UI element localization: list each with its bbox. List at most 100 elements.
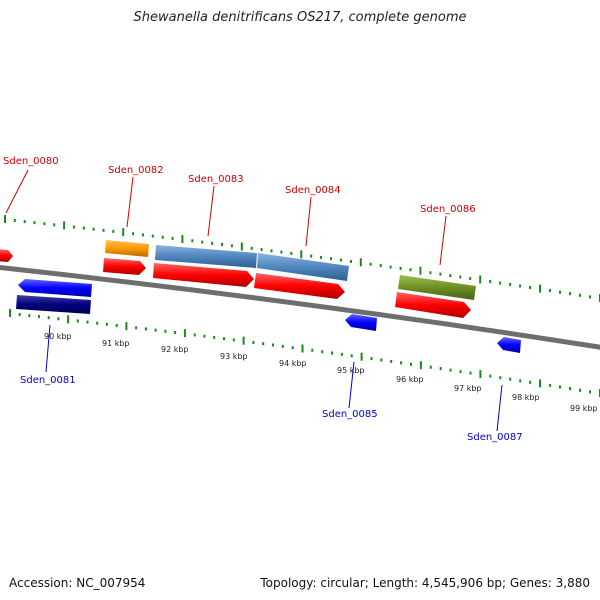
scale-tick-minor [549, 384, 552, 387]
scale-tick-minor [569, 387, 571, 391]
leader-line [126, 176, 134, 228]
gene-label-sden-0087[interactable]: Sden_0087 [467, 432, 523, 443]
scale-tick-minor [105, 322, 108, 326]
scale-tick-major [242, 336, 245, 345]
scale-tick-major [300, 250, 303, 259]
scale-tick-minor [449, 368, 452, 372]
scale-tick-minor [559, 290, 561, 294]
scale-label: 93 kbp [220, 352, 248, 361]
scale-tick-minor [339, 258, 342, 262]
gene-feature-sden-0083[interactable] [155, 245, 257, 268]
reverse-labels: Sden_0081 Sden_0085 Sden_0087 [20, 324, 523, 443]
scale-tick-minor [549, 289, 551, 293]
scale-tick-minor [135, 326, 138, 330]
scale-tick-minor [499, 376, 502, 380]
scale-tick-minor [86, 320, 89, 324]
gene-label-sden-0084[interactable]: Sden_0084 [285, 185, 341, 196]
scale-tick-minor [96, 321, 99, 325]
scale-tick-minor [47, 316, 50, 320]
scale-tick-minor [409, 268, 412, 272]
scale-tick-minor [112, 229, 115, 233]
scale-tick-minor [469, 371, 472, 375]
scale-tick-minor [232, 338, 235, 342]
forward-features [0, 240, 476, 318]
scale-tick-minor [154, 328, 157, 332]
scale-tick-minor [164, 329, 167, 333]
scale-tick-minor [174, 331, 177, 334]
gene-arrow-sden-0087[interactable] [497, 337, 521, 353]
scale-label: 97 kbp [454, 384, 482, 393]
scale-tick-minor [43, 222, 46, 226]
gene-feature-sden-0081[interactable] [16, 295, 91, 314]
scale-tick-minor [53, 223, 56, 227]
scale-tick-minor [270, 249, 273, 253]
gene-arrow-sden-0085[interactable] [345, 314, 377, 331]
scale-tick-minor [459, 275, 462, 279]
scale-tick-minor [589, 390, 591, 394]
scale-tick-minor [272, 343, 274, 347]
scale-labels: 90 kbp 91 kbp 92 kbp 93 kbp 94 kbp 95 kb… [44, 332, 598, 413]
map-title: Shewanella denitrificans OS217, complete… [133, 10, 467, 25]
scale-tick-minor [569, 292, 571, 296]
gene-arrow-sden-0080[interactable] [0, 249, 13, 262]
scale-label: 95 kbp [337, 366, 365, 375]
cds-arrow-sden-0082[interactable] [103, 258, 146, 275]
cds-arrow-sden-0086[interactable] [395, 292, 471, 318]
scale-tick-major [360, 352, 363, 361]
scale-tick-minor [281, 344, 284, 348]
scale-tick-major [183, 329, 186, 338]
gene-label-sden-0085[interactable]: Sden_0085 [322, 409, 378, 420]
scale-tick-major [63, 221, 66, 230]
leader-line [439, 215, 447, 266]
scale-tick-minor [211, 241, 214, 245]
gene-feature-sden-0082[interactable] [105, 240, 149, 257]
scale-tick-minor [28, 314, 31, 318]
scale-tick-minor [311, 348, 314, 352]
cds-arrow-sden-0084[interactable] [254, 273, 345, 299]
scale-tick-minor [252, 341, 255, 344]
scale-tick-minor [291, 346, 294, 350]
scale-tick-major [479, 370, 482, 379]
scale-tick-minor [559, 385, 561, 389]
scale-tick-minor [380, 358, 383, 362]
scale-tick-minor [529, 380, 532, 384]
scale-tick-minor [350, 354, 353, 358]
scale-label: 92 kbp [161, 345, 189, 354]
scale-tick-minor [230, 244, 233, 248]
scale-tick-minor [509, 283, 512, 286]
gene-label-sden-0083[interactable]: Sden_0083 [188, 174, 244, 185]
scale-tick-minor [310, 254, 313, 258]
scale-tick-minor [171, 236, 174, 240]
scale-tick-major [419, 361, 422, 370]
gene-label-sden-0080[interactable]: Sden_0080 [3, 156, 59, 167]
gene-label-sden-0081[interactable]: Sden_0081 [20, 375, 76, 386]
scale-tick-minor [321, 350, 324, 354]
gene-feature-sden-0084[interactable] [257, 253, 349, 281]
leader-line [305, 196, 312, 247]
gene-arrow-sden-0081[interactable] [18, 279, 92, 297]
scale-tick-minor [370, 357, 373, 361]
scale-tick-minor [141, 233, 144, 237]
scale-label: 91 kbp [102, 339, 130, 348]
gene-label-sden-0082[interactable]: Sden_0082 [108, 165, 164, 176]
scale-tick-minor [72, 225, 75, 229]
scale-tick-minor [262, 342, 265, 346]
scale-tick-minor [250, 246, 253, 250]
cds-arrow-sden-0083[interactable] [153, 263, 254, 287]
scale-tick-minor [193, 333, 196, 337]
scale-label: 94 kbp [279, 359, 307, 368]
gene-feature-sden-0086[interactable] [398, 275, 476, 300]
scale-tick-minor [102, 228, 105, 232]
scale-tick-minor [390, 359, 393, 363]
scale-tick-minor [191, 239, 194, 243]
scale-tick-minor [57, 317, 60, 321]
scale-tick-major [4, 215, 6, 223]
lower-tick-track [9, 309, 600, 397]
gene-label-sden-0086[interactable]: Sden_0086 [420, 204, 476, 215]
scale-tick-minor [589, 295, 591, 299]
scale-tick-minor [115, 324, 118, 327]
scale-tick-major [240, 242, 243, 251]
scale-tick-minor [23, 220, 26, 224]
scale-tick-minor [280, 250, 283, 254]
leader-line [496, 384, 503, 432]
